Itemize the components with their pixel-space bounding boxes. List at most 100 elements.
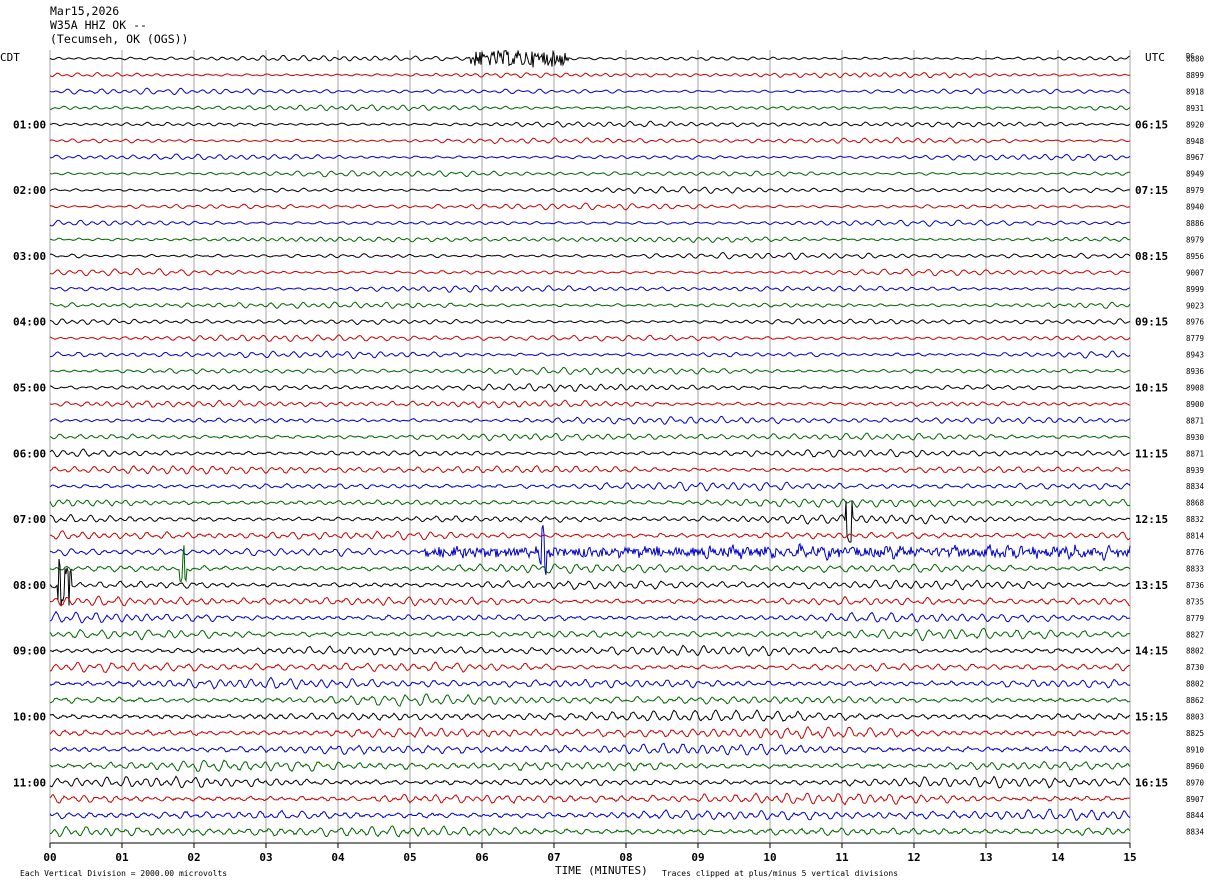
trace-line	[49, 71, 1131, 79]
dc-offset-label: 8730	[1186, 663, 1205, 672]
trace-line	[49, 448, 1131, 458]
trace-line	[49, 301, 1131, 309]
dc-offset-label: 8999	[1186, 285, 1204, 294]
dc-offset-label: 9007	[1186, 268, 1204, 277]
dc-offset-label: 8960	[1186, 762, 1205, 771]
dc-offset-label: 8833	[1186, 564, 1204, 573]
trace-line	[49, 284, 1131, 293]
trace-line	[49, 558, 1131, 606]
cdt-hour-label: 03:00	[13, 250, 46, 263]
trace-line	[49, 137, 1131, 145]
utc-hour-label: 10:15	[1135, 382, 1168, 395]
trace-line	[49, 693, 1131, 707]
dc-offset-label: 8862	[1186, 696, 1204, 705]
x-tick-label: 14	[1051, 851, 1065, 864]
station-location: (Tecumseh, OK (OGS))	[50, 32, 189, 46]
dc-offset-label: 8802	[1186, 680, 1204, 689]
utc-hour-label: 07:15	[1135, 184, 1168, 197]
station-name: W35A HHZ OK --	[50, 18, 147, 32]
grid-lines	[49, 50, 1131, 848]
dc-offset-label: 8735	[1186, 597, 1204, 606]
left-timezone-label: CDT	[0, 51, 20, 64]
dc-offset-label: 8949	[1186, 170, 1204, 179]
trace-line	[49, 709, 1131, 722]
x-tick-label: 01	[115, 851, 129, 864]
dc-offset-label: 8956	[1186, 252, 1205, 261]
utc-hour-label: 11:15	[1135, 447, 1168, 460]
trace-line	[49, 399, 1131, 409]
trace-line	[49, 219, 1131, 227]
dc-offset-label: 8736	[1186, 581, 1205, 590]
trace-line	[49, 725, 1131, 739]
dc-offset-label: 8976	[1186, 318, 1205, 327]
dc-offset-label: 8948	[1186, 137, 1205, 146]
x-tick-label: 07	[547, 851, 560, 864]
dc-offset-label: 8910	[1186, 745, 1205, 754]
dc-offset-label: 8802	[1186, 647, 1204, 656]
trace-line	[49, 627, 1131, 642]
utc-hour-label: 12:15	[1135, 513, 1168, 526]
trace-line	[49, 120, 1131, 128]
x-tick-label: 11	[835, 851, 849, 864]
cdt-hour-label: 08:00	[13, 579, 46, 592]
trace-line	[49, 676, 1131, 690]
trace-line	[49, 334, 1131, 342]
trace-line	[50, 383, 1131, 393]
dc-offset-label: 8967	[1186, 153, 1204, 162]
cdt-hour-label: 04:00	[13, 316, 46, 329]
x-tick-label: 00	[43, 851, 56, 864]
x-tick-label: 06	[475, 851, 489, 864]
utc-hour-label: 06:15	[1135, 118, 1168, 131]
trace-line	[49, 792, 1131, 806]
dc-offset-label: 8900	[1186, 400, 1205, 409]
utc-hour-label: 14:15	[1135, 645, 1168, 658]
dc-offset-label: 8908	[1186, 384, 1205, 393]
trace-line	[49, 742, 1131, 756]
x-tick-label: 08	[619, 851, 632, 864]
dc-offset-label: 8827	[1186, 630, 1204, 639]
dc-offset-label: 8871	[1186, 449, 1204, 458]
trace-line	[49, 170, 1131, 178]
cdt-hour-label: 11:00	[13, 776, 46, 789]
dc-offset-label: 8886	[1186, 219, 1205, 228]
dc-offset-label: 8979	[1186, 186, 1204, 195]
dc-offset-label: 8814	[1186, 532, 1205, 541]
x-tick-label: 15	[1123, 851, 1136, 864]
trace-line	[49, 464, 1131, 475]
dc-offset-label: 8868	[1186, 499, 1205, 508]
trace-line	[49, 186, 1131, 194]
utc-hour-label: 16:15	[1135, 776, 1168, 789]
dc-offset-label: 8918	[1186, 87, 1205, 96]
cdt-hour-label: 10:00	[13, 711, 46, 724]
seismic-traces	[49, 49, 1131, 838]
trace-line	[49, 251, 1131, 261]
dc-label: DC	[1186, 52, 1194, 60]
dc-offset-label: 8834	[1186, 482, 1205, 491]
dc-offset-label: 8871	[1186, 416, 1204, 425]
trace-line	[49, 267, 1131, 277]
cdt-hour-label: 01:00	[13, 118, 46, 131]
dc-offset-label: 8834	[1186, 828, 1205, 837]
x-tick-label: 03	[259, 851, 272, 864]
trace-line	[49, 808, 1131, 821]
dc-offset-label: 8803	[1186, 713, 1204, 722]
dc-offset-label: 8940	[1186, 203, 1205, 212]
trace-line	[49, 644, 1131, 657]
utc-hour-label: 08:15	[1135, 250, 1168, 263]
trace-line	[49, 236, 1131, 244]
trace-line	[49, 661, 1131, 674]
utc-hour-label: 13:15	[1135, 579, 1168, 592]
dc-offset-label: 8930	[1186, 433, 1205, 442]
trace-line	[49, 318, 1131, 326]
trace-line	[49, 49, 1131, 68]
dc-offset-label: 8920	[1186, 120, 1205, 129]
trace-line	[49, 350, 1131, 360]
clip-note: Traces clipped at plus/minus 5 vertical …	[662, 869, 898, 878]
x-tick-label: 04	[331, 851, 345, 864]
dc-offset-label: 8844	[1186, 811, 1205, 820]
dc-offset-label: 8779	[1186, 334, 1204, 343]
trace-line	[49, 202, 1131, 211]
dc-offset-label: 8779	[1186, 614, 1204, 623]
x-tick-label: 02	[187, 851, 200, 864]
